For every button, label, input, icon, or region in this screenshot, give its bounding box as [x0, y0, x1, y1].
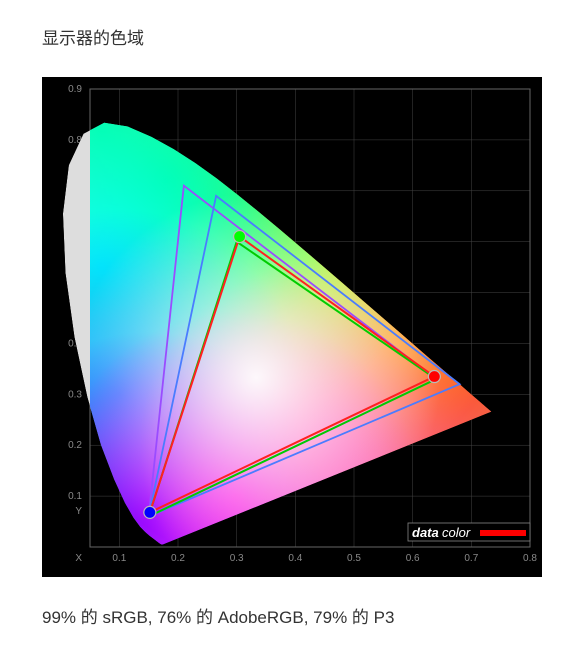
chromaticity-chart: 0.10.20.30.40.50.60.70.80.10.20.30.40.50… [42, 77, 542, 577]
svg-text:0.3: 0.3 [68, 389, 82, 400]
svg-text:0.8: 0.8 [523, 553, 537, 564]
svg-text:0.5: 0.5 [347, 553, 361, 564]
svg-text:0.1: 0.1 [112, 553, 126, 564]
svg-text:0.2: 0.2 [68, 440, 82, 451]
svg-text:0.3: 0.3 [230, 553, 244, 564]
chart-title: 显示器的色域 [42, 24, 543, 49]
svg-text:color: color [442, 525, 471, 540]
svg-text:Y: Y [75, 506, 82, 517]
svg-text:0.9: 0.9 [68, 84, 82, 95]
svg-text:0.7: 0.7 [464, 553, 478, 564]
svg-text:data: data [412, 525, 439, 540]
svg-text:0.4: 0.4 [288, 553, 302, 564]
svg-text:0.6: 0.6 [406, 553, 420, 564]
svg-text:X: X [75, 553, 82, 564]
chart-svg: 0.10.20.30.40.50.60.70.80.10.20.30.40.50… [42, 77, 542, 577]
svg-text:0.2: 0.2 [171, 553, 185, 564]
chart-caption: 99% 的 sRGB, 76% 的 AdobeRGB, 79% 的 P3 [42, 603, 543, 628]
svg-text:0.1: 0.1 [68, 491, 82, 502]
